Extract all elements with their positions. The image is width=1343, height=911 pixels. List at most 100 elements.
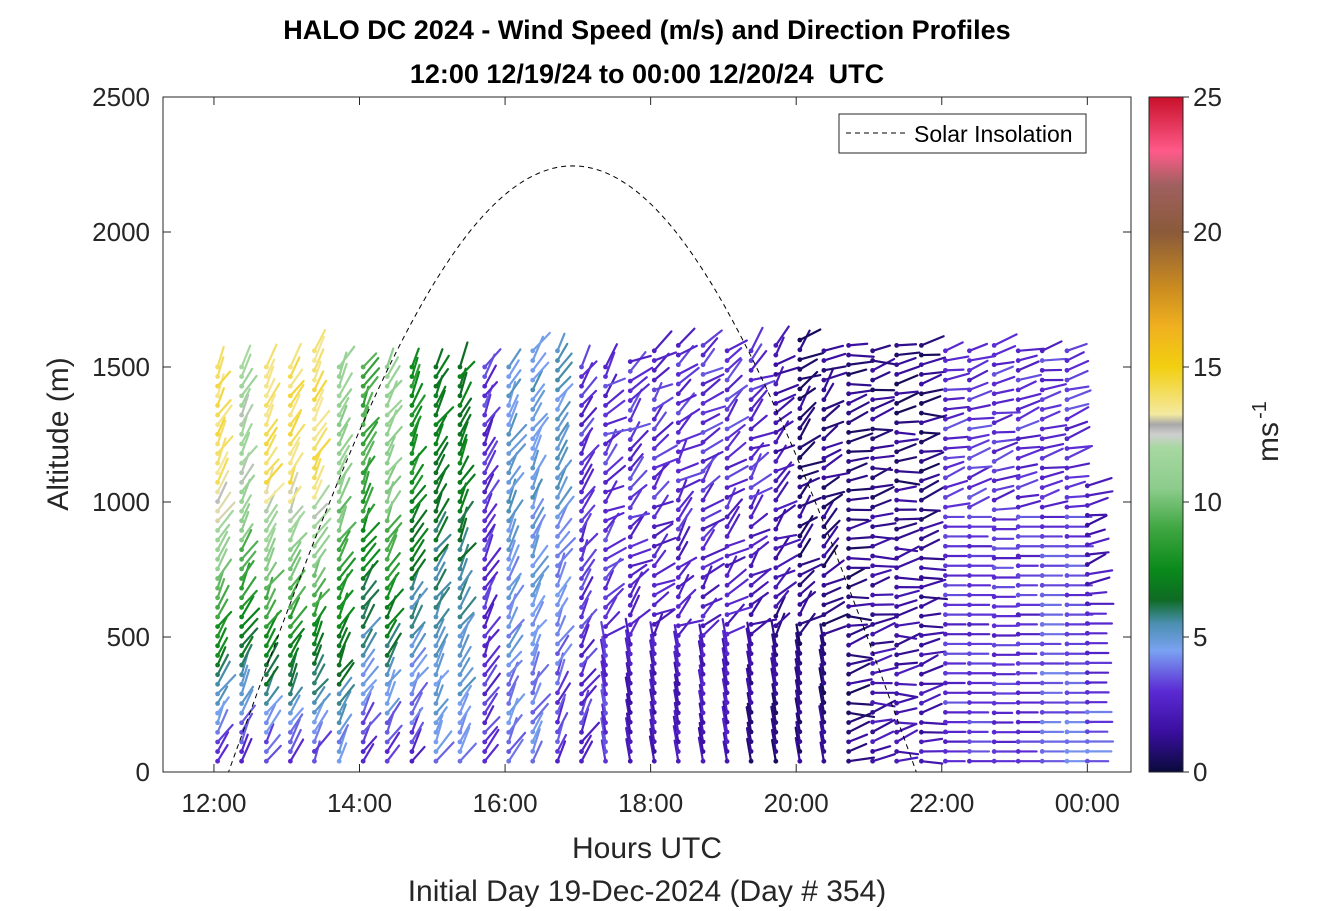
- wind-barb-base: [870, 446, 876, 451]
- wind-barb-base: [603, 585, 608, 591]
- wind-barb: [580, 485, 596, 503]
- wind-barb-base: [894, 488, 900, 493]
- wind-barbs: [215, 325, 1115, 765]
- wind-barb: [289, 408, 303, 426]
- wind-barb: [580, 623, 590, 647]
- wind-barb-base: [311, 709, 317, 715]
- wind-barb: [531, 434, 542, 460]
- wind-barb: [1017, 463, 1039, 470]
- wind-barb: [240, 463, 255, 484]
- wind-barb: [556, 658, 566, 685]
- wind-barb-base: [846, 507, 852, 513]
- wind-barb-base: [894, 565, 900, 571]
- wind-barb-base: [482, 691, 488, 697]
- wind-barb-base: [821, 446, 827, 451]
- wind-barb: [313, 396, 324, 421]
- wind-barb: [701, 517, 726, 531]
- wind-barb-base: [555, 436, 560, 442]
- wind-barb-base: [724, 749, 730, 754]
- wind-barb: [458, 517, 468, 542]
- wind-barb-base: [287, 470, 293, 476]
- wind-barb-base: [482, 720, 488, 726]
- wind-barb-base: [482, 374, 488, 380]
- wind-barb: [653, 402, 665, 421]
- wind-barb-base: [482, 556, 488, 562]
- wind-barb-base: [287, 547, 293, 553]
- wind-barb: [458, 569, 473, 590]
- wind-barb: [895, 456, 918, 463]
- wind-barb-base: [918, 430, 924, 435]
- wind-barb: [216, 548, 228, 571]
- wind-barb-base: [797, 494, 803, 500]
- wind-barb-base: [336, 383, 342, 389]
- wind-barb: [653, 608, 676, 626]
- wind-barb-base: [336, 566, 342, 572]
- wind-barb-base: [894, 691, 900, 696]
- wind-barb-base: [918, 691, 924, 696]
- wind-barb-base: [773, 681, 779, 687]
- wind-barb: [968, 439, 990, 450]
- wind-barb: [386, 356, 400, 378]
- wind-barb-base: [457, 749, 463, 754]
- wind-barb-base: [700, 372, 706, 377]
- wind-barb-base: [263, 470, 269, 476]
- wind-barb-base: [506, 470, 512, 476]
- wind-barb-base: [724, 700, 730, 705]
- wind-barb-base: [894, 459, 900, 464]
- wind-barb-base: [409, 451, 415, 456]
- wind-barb-base: [991, 526, 997, 532]
- wind-barb: [993, 489, 1015, 502]
- wind-barb-base: [870, 709, 876, 715]
- wind-barb: [677, 525, 691, 550]
- wind-barb-base: [409, 739, 415, 745]
- wind-barb-base: [675, 613, 681, 619]
- wind-barb-base: [409, 729, 415, 735]
- wind-barb-base: [1064, 367, 1070, 373]
- wind-barb-base: [1015, 514, 1021, 520]
- wind-barb-base: [360, 614, 366, 620]
- wind-barb: [338, 530, 351, 551]
- wind-barb: [580, 689, 590, 715]
- wind-barb-base: [1015, 582, 1021, 588]
- wind-barb: [749, 489, 760, 509]
- wind-barb-base: [603, 758, 608, 764]
- wind-barb: [629, 443, 643, 461]
- wind-barb-base: [384, 633, 390, 639]
- wind-barb: [944, 487, 964, 499]
- wind-barb: [434, 483, 448, 503]
- wind-barb-base: [991, 401, 997, 406]
- wind-barb: [507, 489, 518, 513]
- wind-barb: [600, 620, 607, 647]
- wind-barb-base: [918, 642, 924, 648]
- wind-barb-base: [457, 566, 463, 572]
- wind-barb-base: [918, 391, 924, 397]
- wind-barb: [410, 463, 424, 484]
- wind-barb-base: [555, 446, 560, 451]
- wind-barb-base: [1015, 690, 1021, 696]
- wind-barb-base: [409, 528, 415, 533]
- wind-barb-base: [967, 416, 972, 422]
- wind-barb-base: [627, 710, 633, 715]
- wind-barb: [580, 407, 598, 426]
- wind-barb-base: [287, 508, 293, 514]
- wind-barb-base: [651, 651, 657, 657]
- wind-barb-base: [1064, 749, 1070, 754]
- wind-barb: [653, 480, 670, 499]
- wind-barb: [434, 441, 449, 465]
- wind-barb-base: [579, 451, 584, 456]
- wind-barb: [265, 627, 276, 647]
- wind-barb: [920, 737, 944, 743]
- wind-barb: [507, 400, 519, 426]
- wind-barb-base: [1039, 709, 1045, 715]
- wind-barb-base: [215, 739, 220, 745]
- wind-barb-base: [360, 624, 366, 629]
- wind-barb: [920, 683, 944, 695]
- wind-barb: [629, 514, 645, 539]
- wind-barb-base: [846, 488, 852, 493]
- wind-barb-base: [651, 661, 657, 666]
- wind-barb: [240, 388, 251, 407]
- wind-barb: [798, 418, 811, 440]
- wind-barb: [871, 485, 895, 499]
- wind-barb: [725, 478, 749, 489]
- wind-barb: [944, 341, 964, 352]
